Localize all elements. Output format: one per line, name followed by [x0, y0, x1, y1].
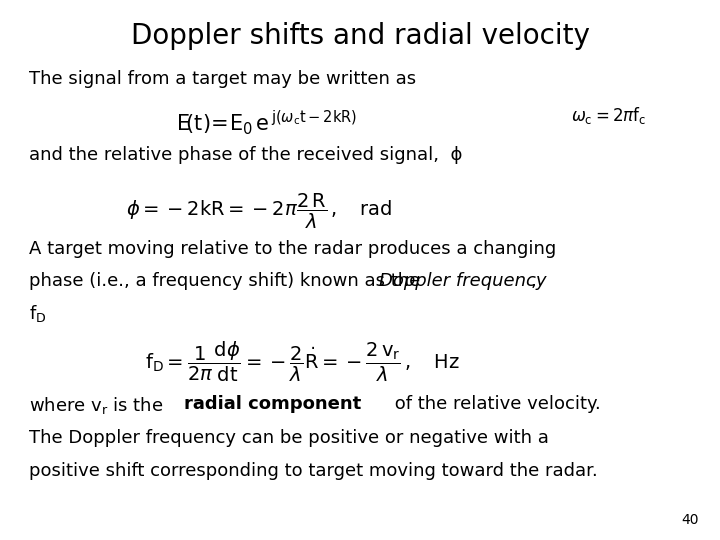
Text: where $\mathrm{v}_\mathrm{r}$ is the: where $\mathrm{v}_\mathrm{r}$ is the [29, 395, 164, 416]
Text: Doppler shifts and radial velocity: Doppler shifts and radial velocity [130, 22, 590, 50]
Text: The Doppler frequency can be positive or negative with a: The Doppler frequency can be positive or… [29, 429, 549, 447]
Text: $\mathrm{f}_\mathrm{D} = \dfrac{1}{2\pi}\dfrac{\mathrm{d}\phi}{\mathrm{d}\mathrm: $\mathrm{f}_\mathrm{D} = \dfrac{1}{2\pi}… [145, 340, 460, 384]
Text: positive shift corresponding to target moving toward the radar.: positive shift corresponding to target m… [29, 462, 598, 480]
Text: A target moving relative to the radar produces a changing: A target moving relative to the radar pr… [29, 240, 556, 258]
Text: $\phi = -2\mathrm{k}\mathrm{R} = -2\pi\dfrac{2\,\mathrm{R}}{\lambda}\,,\quad\mat: $\phi = -2\mathrm{k}\mathrm{R} = -2\pi\d… [126, 192, 392, 231]
Text: $\mathrm{f}_\mathrm{D}$: $\mathrm{f}_\mathrm{D}$ [29, 303, 46, 325]
Text: ,: , [531, 272, 536, 289]
Text: of the relative velocity.: of the relative velocity. [389, 395, 600, 413]
Text: 40: 40 [681, 512, 698, 526]
Text: $\omega_\mathrm{c} = 2\pi\mathrm{f}_\mathrm{c}$: $\omega_\mathrm{c} = 2\pi\mathrm{f}_\mat… [571, 105, 646, 126]
Text: Doppler frequency: Doppler frequency [379, 272, 546, 289]
Text: $\mathrm{E}\!\left(\mathrm{t}\right)\!=\!\mathrm{E}_0\,\mathrm{e}^{\,\mathrm{j}(: $\mathrm{E}\!\left(\mathrm{t}\right)\!=\… [176, 108, 357, 137]
Text: and the relative phase of the received signal,  ϕ: and the relative phase of the received s… [29, 146, 462, 164]
Text: radial component: radial component [184, 395, 361, 413]
Text: phase (i.e., a frequency shift) known as the: phase (i.e., a frequency shift) known as… [29, 272, 426, 289]
Text: The signal from a target may be written as: The signal from a target may be written … [29, 70, 416, 88]
